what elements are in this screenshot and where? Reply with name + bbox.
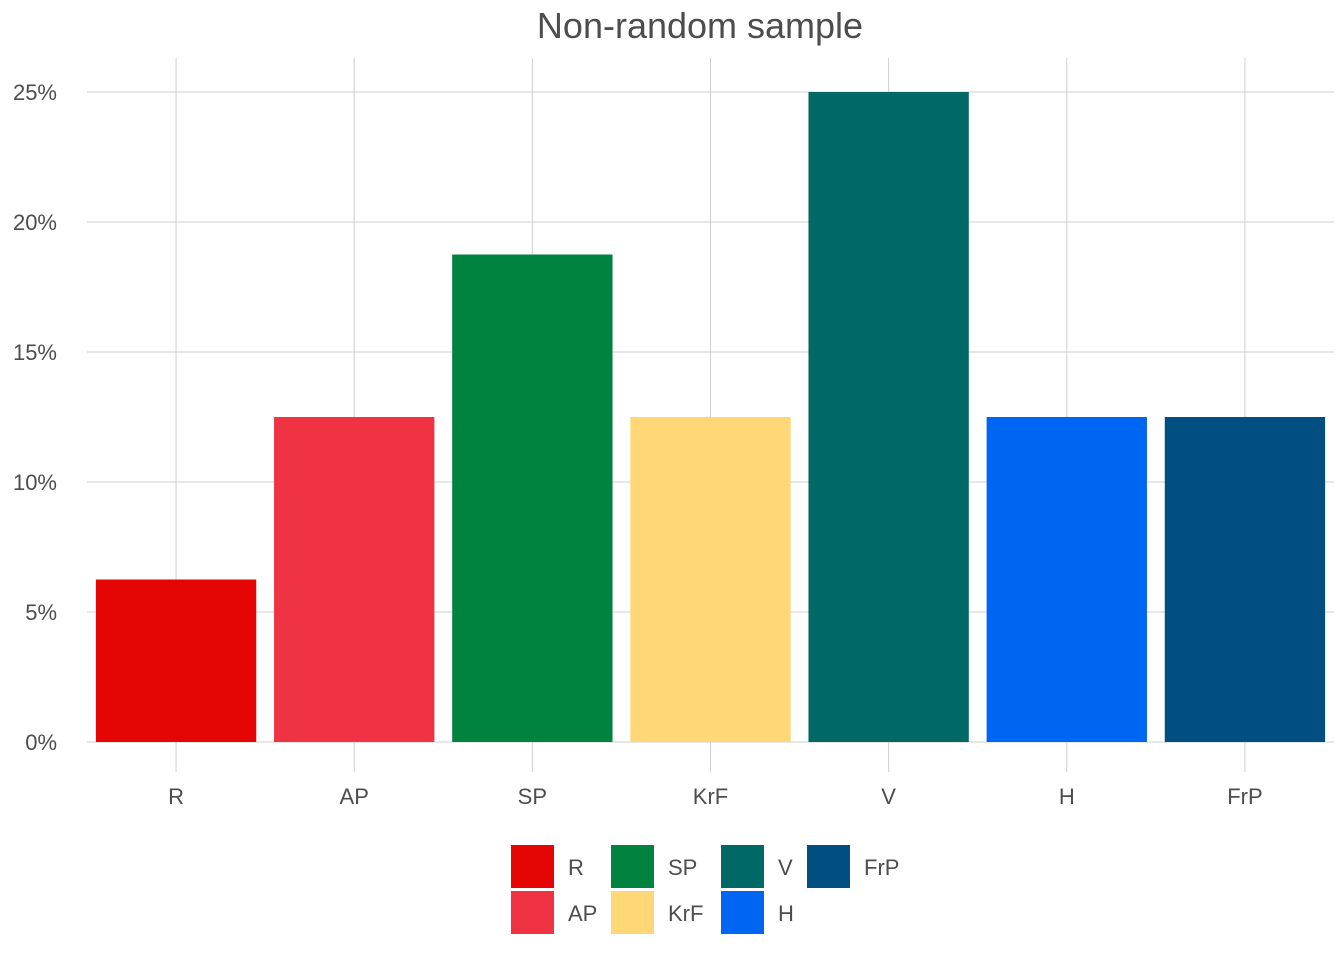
legend-key-frp: [807, 845, 850, 888]
bar-r: [95, 579, 257, 742]
x-tick-label: V: [881, 784, 896, 809]
y-tick-label: 20%: [13, 210, 57, 235]
x-tick-label: KrF: [693, 784, 728, 809]
legend-label: KrF: [668, 901, 703, 926]
legend-key-krf: [611, 891, 654, 934]
legend-key-v: [721, 845, 764, 888]
y-tick-label: 0%: [25, 730, 57, 755]
y-tick-label: 15%: [13, 340, 57, 365]
legend-key-sp: [611, 845, 654, 888]
legend: R AP SP KrF VH FrP: [511, 845, 899, 934]
x-tick-label: SP: [518, 784, 547, 809]
x-axis: R AP SP KrF V H FrP: [168, 784, 1263, 809]
bar-krf: [630, 417, 791, 742]
y-tick-label: 10%: [13, 470, 57, 495]
legend-key-r: [511, 845, 554, 888]
legend-label: AP: [568, 901, 597, 926]
legend-label: V: [778, 855, 793, 880]
x-tick-label: R: [168, 784, 184, 809]
y-tick-label: 25%: [13, 80, 57, 105]
legend-label: R: [568, 855, 584, 880]
bar-sp: [452, 254, 613, 742]
bars: [95, 92, 1326, 742]
bar-h: [986, 417, 1147, 742]
bar-frp: [1164, 417, 1326, 742]
legend-key-ap: [511, 891, 554, 934]
bar-ap: [274, 417, 435, 742]
y-axis: 0% 5% 10% 15% 20% 25%: [13, 80, 57, 755]
x-tick-label: FrP: [1227, 784, 1262, 809]
x-tick-label: AP: [340, 784, 369, 809]
legend-key-h: [721, 891, 764, 934]
bar-v: [808, 92, 969, 742]
legend-label: FrP: [864, 855, 899, 880]
chart-title: Non-random sample: [537, 5, 863, 46]
y-tick-label: 5%: [25, 600, 57, 625]
legend-label: H: [778, 901, 794, 926]
x-tick-label: H: [1059, 784, 1075, 809]
legend-label: SP: [668, 855, 697, 880]
